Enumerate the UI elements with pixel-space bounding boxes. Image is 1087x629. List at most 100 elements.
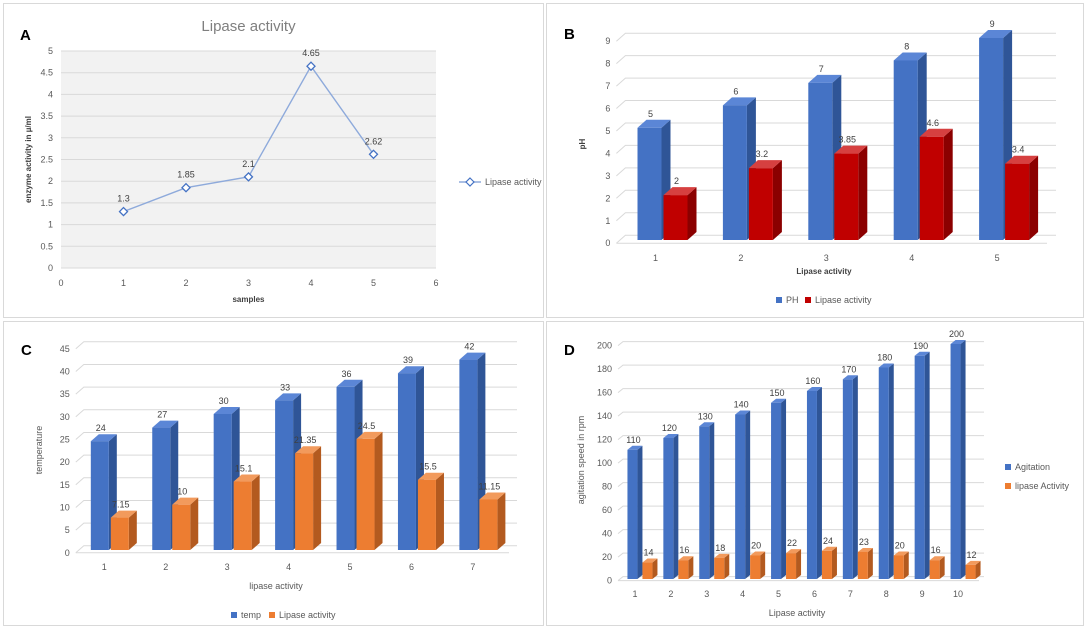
bar-d-0-3 bbox=[735, 414, 746, 579]
bar-top-b-1-4 bbox=[1005, 155, 1039, 164]
y-axis-label-c: temperature bbox=[34, 426, 44, 475]
y-tick-c-9: 45 bbox=[60, 344, 70, 354]
bar-side-c-1-0 bbox=[128, 510, 137, 550]
y-tick-b-9: 9 bbox=[605, 36, 610, 46]
data-label-b-0-0: 5 bbox=[648, 109, 653, 119]
data-label-d-0-1: 120 bbox=[662, 423, 677, 433]
panel-d: 0 20 40 60 80 100 120 140 160 180 200 1 110 14 2 120 16 3… bbox=[546, 321, 1084, 626]
y-tick-b-2: 2 bbox=[605, 193, 610, 203]
data-label-b-1-2: 3.85 bbox=[839, 135, 857, 145]
bar-side-d-1-0 bbox=[652, 558, 658, 579]
data-label-d-1-1: 16 bbox=[679, 545, 689, 555]
y-tick-d-4: 80 bbox=[602, 482, 612, 492]
bar-top-b-1-2 bbox=[834, 145, 868, 154]
bar-c-0-6 bbox=[459, 359, 478, 550]
legend-swatch-b-0 bbox=[776, 297, 782, 303]
data-label-d-1-8: 16 bbox=[931, 545, 941, 555]
bar-top-d-0-3 bbox=[735, 410, 751, 415]
bar-d-1-0 bbox=[642, 562, 653, 579]
x-tick-a-4: 4 bbox=[308, 278, 313, 288]
bar-d-0-9 bbox=[950, 344, 961, 579]
bar-c-1-3 bbox=[295, 453, 314, 550]
bar-b-1-1 bbox=[748, 168, 773, 240]
gridline-d-3 bbox=[617, 505, 984, 511]
legend-swatch-b-1 bbox=[805, 297, 811, 303]
bar-c-0-5 bbox=[397, 373, 416, 550]
data-label-c-0-4: 36 bbox=[342, 369, 352, 379]
legend-label-c-1: Lipase activity bbox=[279, 610, 336, 620]
x-tick-d-6: 7 bbox=[848, 589, 853, 599]
gridline-b-9 bbox=[616, 32, 1056, 42]
y-tick-d-10: 200 bbox=[597, 341, 612, 351]
x-tick-b-1: 2 bbox=[738, 253, 743, 263]
data-label-d-0-3: 140 bbox=[734, 400, 749, 410]
bar-c-1-2 bbox=[233, 481, 252, 550]
bar-side-c-1-3 bbox=[313, 446, 322, 550]
y-tick-c-4: 20 bbox=[60, 457, 70, 467]
x-tick-c-4: 5 bbox=[348, 562, 353, 572]
x-tick-d-4: 5 bbox=[776, 589, 781, 599]
y-tick-b-8: 8 bbox=[605, 59, 610, 69]
gridline-d-2 bbox=[617, 529, 984, 534]
x-tick-c-0: 1 bbox=[102, 562, 107, 572]
bar-top-c-1-4 bbox=[356, 431, 383, 439]
bar-c-1-5 bbox=[417, 479, 436, 550]
bar-side-d-1-7 bbox=[903, 551, 909, 579]
panel-letter-c: C bbox=[21, 342, 32, 359]
x-axis-label-c: lipase activity bbox=[249, 581, 303, 591]
bar-side-d-1-9 bbox=[975, 560, 981, 579]
panel-letter-d: D bbox=[564, 342, 575, 359]
y-tick-a-5: 2.5 bbox=[40, 155, 53, 165]
data-label-d-0-6: 170 bbox=[841, 364, 856, 374]
gridline-c-6 bbox=[75, 409, 517, 418]
bar-side-c-1-4 bbox=[374, 431, 383, 550]
bar-side-b-1-2 bbox=[858, 145, 868, 240]
gridline-d-7 bbox=[617, 411, 984, 417]
bar-top-b-0-4 bbox=[979, 30, 1013, 38]
bar-d-0-0 bbox=[627, 449, 638, 579]
data-label-d-1-5: 24 bbox=[823, 536, 833, 546]
y-tick-d-6: 120 bbox=[597, 435, 612, 445]
y-tick-c-0: 0 bbox=[65, 548, 70, 558]
y-tick-c-5: 25 bbox=[60, 434, 70, 444]
gridline-d-10 bbox=[617, 341, 984, 346]
legend-label-d-0: Agitation bbox=[1015, 462, 1050, 472]
bar-d-0-8 bbox=[914, 355, 925, 579]
data-label-c-0-5: 39 bbox=[403, 355, 413, 365]
bar-top-b-0-2 bbox=[808, 74, 842, 83]
bar-top-d-0-1 bbox=[663, 434, 679, 438]
bar-d-1-2 bbox=[714, 557, 725, 579]
bar-top-d-1-4 bbox=[786, 549, 802, 554]
y-tick-d-9: 180 bbox=[597, 364, 612, 374]
bar-side-d-1-3 bbox=[760, 551, 766, 579]
gridline-c-9 bbox=[75, 341, 517, 350]
bar-top-b-0-0 bbox=[637, 119, 671, 128]
data-label-a-2: 2.1 bbox=[242, 159, 255, 169]
data-label-c-1-2: 15.1 bbox=[235, 464, 253, 474]
x-tick-b-3: 4 bbox=[909, 253, 914, 263]
data-label-c-1-5: 15.5 bbox=[419, 462, 437, 472]
data-label-c-0-2: 30 bbox=[219, 396, 229, 406]
data-label-b-0-3: 8 bbox=[904, 41, 909, 51]
bar-d-1-3 bbox=[750, 555, 761, 579]
bar-c-1-6 bbox=[479, 499, 498, 550]
bar-top-c-0-2 bbox=[213, 407, 240, 414]
bar-top-d-0-7 bbox=[878, 363, 894, 368]
data-label-b-1-3: 4.6 bbox=[926, 118, 939, 128]
x-tick-d-9: 10 bbox=[953, 589, 963, 599]
y-tick-b-7: 7 bbox=[605, 81, 610, 91]
y-tick-c-2: 10 bbox=[60, 502, 70, 512]
gridline-d-9 bbox=[617, 364, 984, 370]
bar-d-1-5 bbox=[821, 550, 832, 579]
bar-side-d-0-8 bbox=[924, 351, 930, 579]
gridline-c-8 bbox=[75, 363, 517, 372]
y-tick-d-8: 160 bbox=[597, 388, 612, 398]
bar-side-d-0-0 bbox=[637, 445, 643, 579]
data-point-a-4 bbox=[368, 149, 379, 160]
data-label-b-1-4: 3.4 bbox=[1012, 145, 1025, 155]
x-tick-a-5: 5 bbox=[371, 278, 376, 288]
panel-letter-b: B bbox=[564, 26, 575, 43]
bar-top-d-0-0 bbox=[627, 445, 643, 450]
x-tick-d-1: 2 bbox=[668, 589, 673, 599]
bar-top-d-1-3 bbox=[750, 551, 766, 556]
